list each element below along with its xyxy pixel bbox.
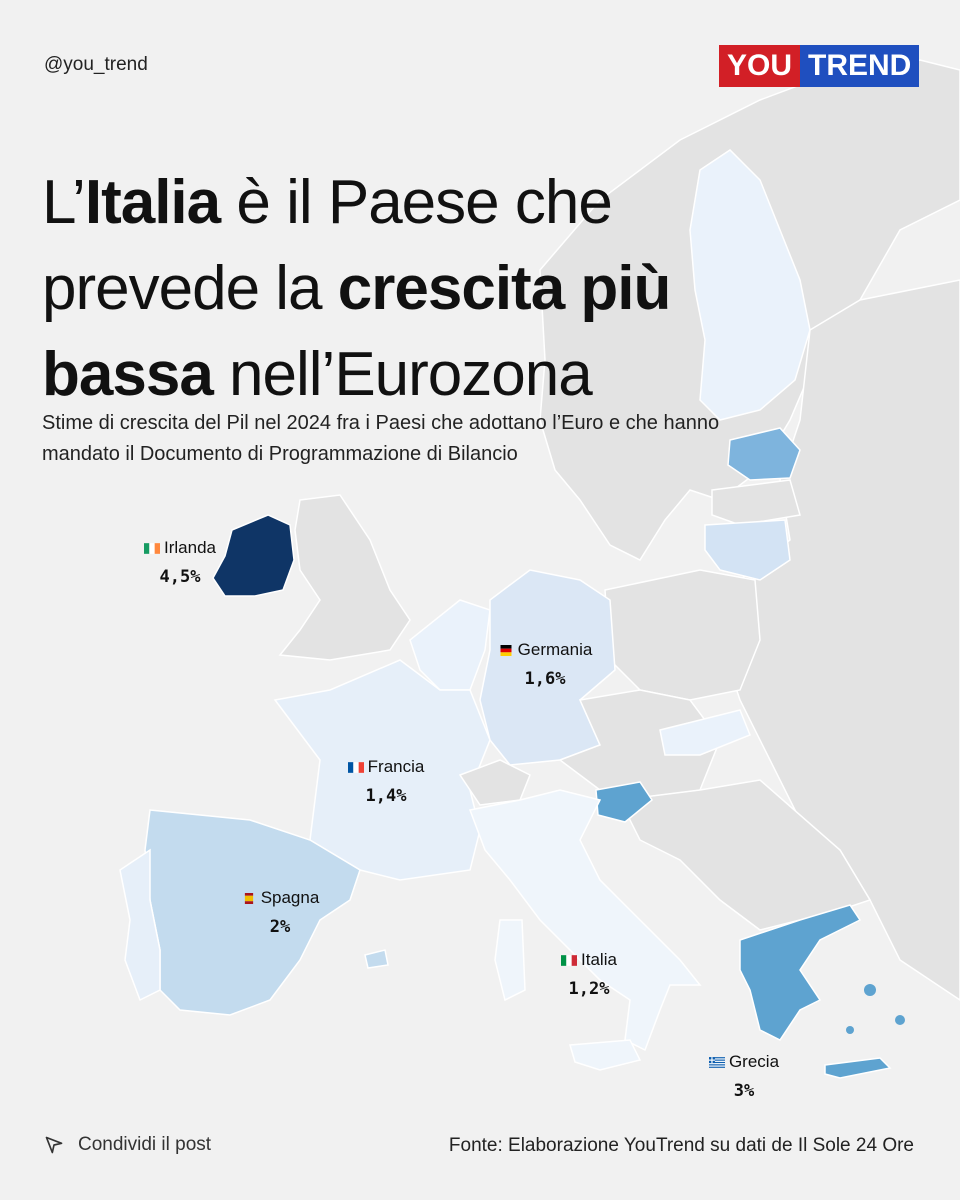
slovakia-shape — [659, 709, 751, 756]
country-value: 1,4% — [365, 786, 407, 806]
source-note: Fonte: Elaborazione YouTrend su dati de … — [448, 1135, 914, 1156]
ireland-shape — [212, 514, 295, 597]
greece-flag-icon — [708, 1057, 725, 1068]
aegean-island-shape — [864, 984, 876, 996]
label-spagna: Spagna 2% — [190, 888, 370, 937]
label-italia: Italia 1,2% — [499, 950, 679, 999]
logo-you: YOU — [719, 45, 801, 87]
page-title: L’Italia è il Paese che prevede la cresc… — [42, 160, 802, 418]
country-name: Francia — [367, 757, 425, 776]
country-name: Germania — [517, 640, 593, 659]
country-value: 1,2% — [568, 979, 610, 999]
title-text-1: L’ — [42, 168, 86, 237]
title-bold-1: Italia — [84, 168, 221, 237]
slovenia-shape — [595, 781, 654, 823]
balearics-shape — [364, 949, 389, 969]
title-text-3: nell’Eurozona — [212, 340, 593, 409]
aegean-island-shape — [846, 1026, 854, 1034]
italy-shape — [468, 789, 702, 1052]
account-handle: @you_trend — [44, 54, 148, 75]
lithuania-shape — [704, 519, 791, 581]
sicily-shape — [569, 1039, 642, 1071]
estonia-shape — [727, 427, 801, 481]
label-francia: Francia 1,4% — [296, 757, 476, 806]
country-name: Grecia — [728, 1052, 780, 1071]
sardinia-shape — [494, 919, 526, 1002]
country-name: Spagna — [260, 888, 320, 907]
country-value: 1,6% — [524, 669, 566, 689]
title-text-2: è il Paese che prevede la — [42, 168, 613, 323]
italy-flag-icon — [561, 955, 578, 966]
logo-trend: TREND — [800, 45, 920, 87]
subtitle: Stime di crescita del Pil nel 2024 fra i… — [42, 412, 720, 465]
label-grecia: Grecia 3% — [654, 1052, 834, 1101]
portugal-shape — [119, 848, 161, 1002]
country-name: Italia — [581, 950, 617, 969]
title-bold-2: crescita più bassa — [42, 254, 671, 409]
label-irlanda: Irlanda 4,5% — [90, 538, 270, 587]
send-icon — [45, 1136, 63, 1154]
crete-shape — [824, 1057, 892, 1079]
spain-flag-icon — [244, 893, 253, 905]
aegean-island-shape — [895, 1015, 905, 1025]
country-value: 4,5% — [159, 567, 201, 587]
share-post-button[interactable]: Condividi il post — [44, 1134, 211, 1156]
benelux-shape — [409, 599, 491, 691]
poland-shape — [604, 569, 761, 701]
country-name: Irlanda — [164, 538, 216, 557]
switzerland-shape — [458, 759, 531, 806]
country-value: 2% — [269, 917, 291, 937]
share-label: Condividi il post — [78, 1134, 212, 1155]
label-germania: Germania 1,6% — [455, 640, 635, 689]
country-value: 3% — [733, 1081, 755, 1101]
greece-shape — [739, 904, 862, 1041]
germany-flag-icon — [500, 645, 512, 657]
youtrend-logo: YOU TREND — [719, 45, 920, 87]
france-flag-icon — [347, 762, 364, 773]
latvia-shape — [711, 479, 801, 526]
uk-shape — [278, 494, 411, 661]
ireland-flag-icon — [144, 543, 160, 554]
finland-shape — [689, 149, 811, 421]
